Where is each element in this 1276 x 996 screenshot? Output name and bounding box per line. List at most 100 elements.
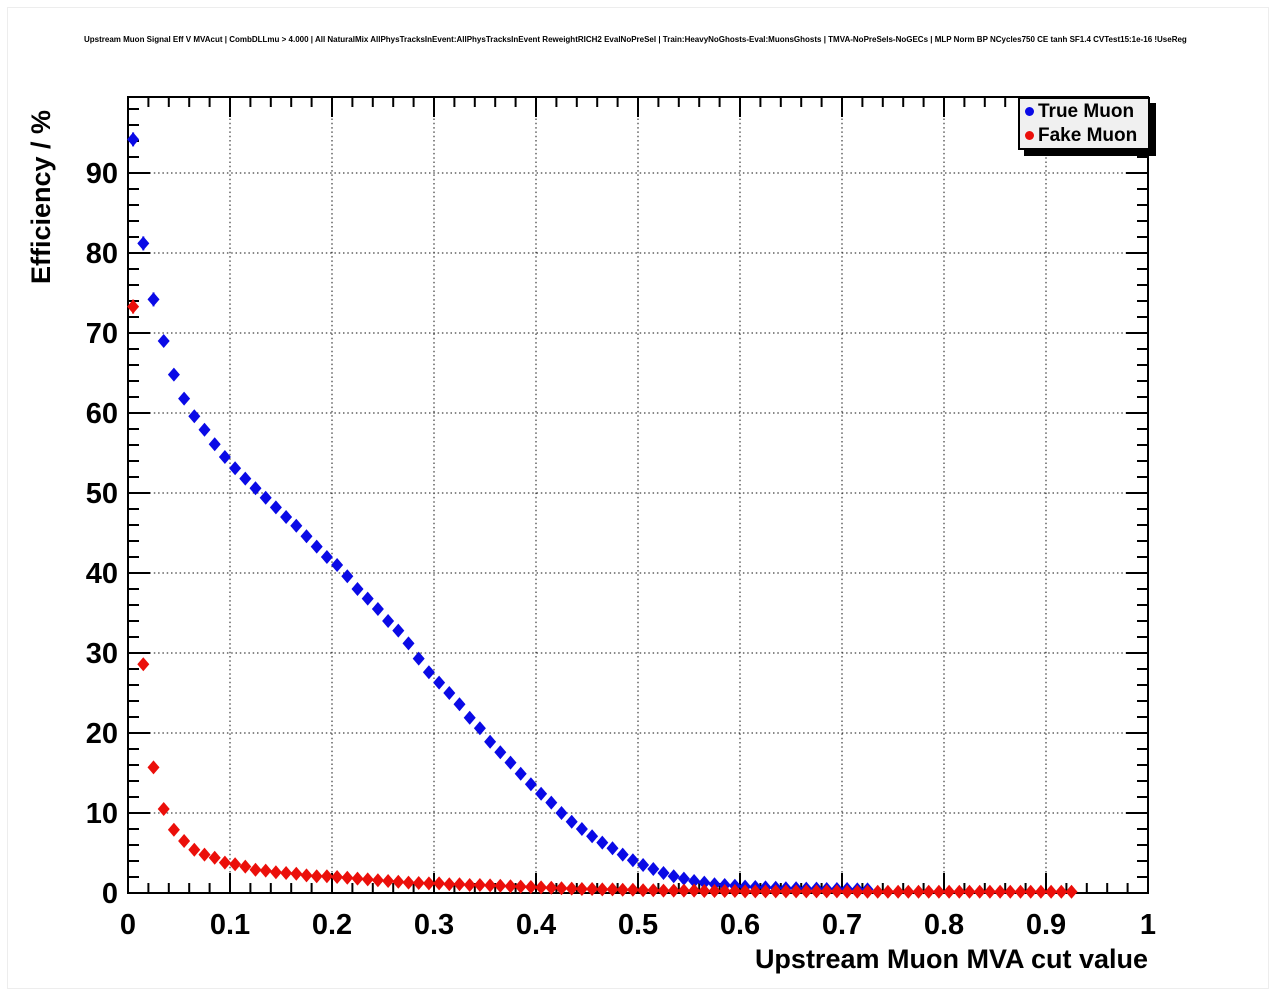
fake-muon-data-point xyxy=(259,863,272,878)
fake-muon-data-point xyxy=(361,872,374,887)
true-muon-data-point xyxy=(463,710,476,725)
true-muon-data-point xyxy=(239,471,252,486)
x-tick-label: 0.8 xyxy=(924,909,964,941)
fake-muon-data-point xyxy=(545,880,558,895)
true-muon-data-point xyxy=(269,500,282,515)
fake-muon-data-point xyxy=(351,871,364,886)
legend-label-fake-muon: Fake Muon xyxy=(1038,124,1138,146)
y-tick-label: 80 xyxy=(86,238,118,270)
fake-muon-data-point xyxy=(524,880,537,894)
y-tick-label: 40 xyxy=(86,558,118,590)
y-tick-label: 90 xyxy=(86,158,118,190)
fake-muon-data-point xyxy=(320,869,333,884)
fake-muon-data-point xyxy=(943,884,956,899)
x-tick-label: 0.7 xyxy=(822,909,862,941)
fake-muon-marker-icon xyxy=(1025,131,1034,140)
fake-muon-data-point xyxy=(861,884,874,899)
fake-muon-data-point xyxy=(290,866,303,881)
true-muon-data-point xyxy=(473,721,486,736)
fake-muon-data-point xyxy=(484,878,497,893)
true-muon-data-point xyxy=(188,409,201,424)
fake-muon-data-point xyxy=(779,884,792,899)
true-muon-data-point xyxy=(331,558,344,572)
true-muon-data-point xyxy=(535,786,548,801)
true-muon-data-point xyxy=(637,858,650,872)
true-muon-data-point xyxy=(453,697,466,712)
true-muon-data-point xyxy=(402,636,415,651)
fake-muon-data-point xyxy=(677,883,690,898)
fake-muon-data-point xyxy=(412,876,425,890)
true-muon-data-point xyxy=(484,734,497,749)
fake-muon-data-point xyxy=(269,865,282,880)
y-tick-label: 60 xyxy=(86,398,118,430)
x-tick-label: 0.4 xyxy=(516,909,556,941)
fake-muon-data-point xyxy=(167,822,180,837)
fake-muon-data-point xyxy=(127,299,140,314)
legend-box: True Muon Fake Muon xyxy=(1018,97,1150,150)
true-muon-data-point xyxy=(667,869,680,884)
fake-muon-data-point xyxy=(178,834,191,848)
x-tick-label: 0.1 xyxy=(210,909,250,941)
fake-muon-data-point xyxy=(535,880,548,895)
fake-muon-data-point xyxy=(218,855,231,870)
fake-muon-data-point xyxy=(392,874,405,889)
x-tick-label: 1 xyxy=(1140,909,1156,941)
fake-muon-data-point xyxy=(371,873,384,888)
fake-muon-data-point xyxy=(881,884,894,899)
fake-muon-data-point xyxy=(188,842,201,857)
true-muon-data-point xyxy=(443,686,456,700)
fake-muon-data-point xyxy=(698,884,711,898)
y-tick-label: 20 xyxy=(86,718,118,750)
true-muon-data-point xyxy=(341,569,354,584)
true-muon-data-point xyxy=(545,795,558,810)
fake-muon-data-point xyxy=(769,884,782,899)
true-muon-data-point xyxy=(422,665,435,680)
fake-muon-data-point xyxy=(198,847,211,862)
fake-muon-data-point xyxy=(667,883,680,898)
true-muon-data-point xyxy=(280,510,293,524)
fake-muon-data-point xyxy=(953,884,966,899)
x-axis-title: Upstream Muon MVA cut value xyxy=(754,944,1148,974)
fake-muon-data-point xyxy=(473,878,486,892)
true-muon-data-point xyxy=(392,623,405,638)
fake-muon-data-point xyxy=(688,883,701,898)
fake-muon-data-point xyxy=(137,657,150,672)
fake-muon-data-point xyxy=(300,868,313,883)
y-tick-label: 70 xyxy=(86,318,118,350)
fake-muon-data-point xyxy=(606,882,619,897)
fake-muon-data-point xyxy=(208,850,221,865)
true-muon-data-point xyxy=(300,529,313,544)
fake-muon-data-point xyxy=(637,883,650,898)
fake-muon-data-point xyxy=(708,884,721,898)
fake-muon-data-point xyxy=(1024,884,1037,899)
fake-muon-data-point xyxy=(790,884,803,899)
x-tick-label: 0 xyxy=(120,909,136,941)
fake-muon-data-point xyxy=(1045,884,1058,899)
fake-muon-data-point xyxy=(841,884,854,899)
fake-muon-data-point xyxy=(382,874,395,888)
fake-muon-data-point xyxy=(504,879,517,894)
fake-muon-data-point xyxy=(892,884,905,899)
fake-muon-data-point xyxy=(443,877,456,892)
true-muon-data-point xyxy=(647,862,660,876)
true-muon-data-point xyxy=(127,132,140,147)
fake-muon-data-point xyxy=(494,878,507,893)
true-muon-data-point xyxy=(565,814,578,829)
true-muon-data-point xyxy=(524,777,537,792)
fake-muon-data-point xyxy=(820,884,833,899)
fake-muon-data-point xyxy=(994,884,1007,899)
true-muon-data-point xyxy=(371,602,384,616)
fake-muon-data-point xyxy=(1014,884,1027,899)
x-tick-label: 0.9 xyxy=(1026,909,1066,941)
fake-muon-data-point xyxy=(1055,884,1068,899)
true-muon-data-point xyxy=(688,874,701,888)
true-muon-data-point xyxy=(137,236,150,251)
true-muon-data-point xyxy=(504,755,517,770)
fake-muon-data-point xyxy=(851,884,864,899)
fake-muon-data-point xyxy=(871,884,884,899)
fake-muon-data-point xyxy=(1065,884,1078,899)
true-muon-marker-icon xyxy=(1025,107,1034,116)
true-muon-data-point xyxy=(147,292,160,307)
fake-muon-data-point xyxy=(647,883,660,898)
fake-muon-data-point xyxy=(922,884,935,899)
